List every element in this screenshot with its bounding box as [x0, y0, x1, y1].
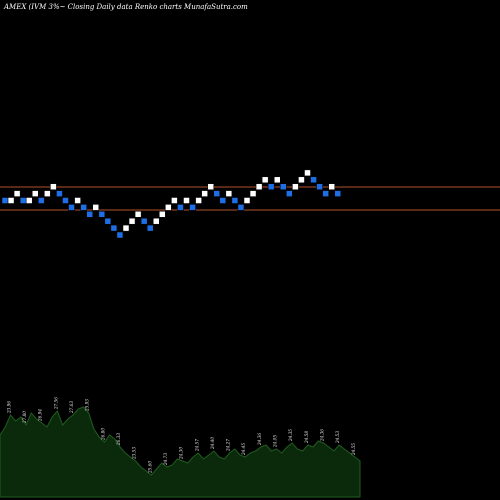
renko-brick-down [213, 190, 220, 197]
renko-brick-down [116, 231, 124, 239]
volume-label: 24.30 [179, 447, 184, 460]
renko-brick-down [56, 190, 63, 197]
renko-brick-down [280, 183, 287, 190]
renko-brick-down [146, 224, 154, 232]
volume-area-path [0, 406, 361, 498]
renko-brick-down [177, 204, 184, 211]
renko-brick-up [134, 211, 142, 218]
renko-brick-down [334, 190, 341, 197]
renko-brick-up [304, 169, 311, 177]
renko-brick-down [1, 197, 9, 204]
renko-brick-down [310, 176, 317, 184]
volume-label: 24.73 [163, 453, 168, 466]
volume-label: 24.35 [288, 429, 293, 442]
renko-brick-up [195, 197, 202, 204]
volume-label: 26.33 [116, 433, 121, 446]
renko-brick-down [104, 217, 112, 225]
volume-label: 24.36 [257, 433, 262, 446]
renko-bricks [1, 169, 341, 239]
renko-brick-down [316, 183, 323, 190]
volume-labels: 23.96 27.80 26.94 27.56 27.63 25.93 26.80 26.33… [6, 397, 355, 474]
volume-label: 26.94 [38, 409, 43, 422]
volume-label: 23.53 [132, 447, 137, 460]
renko-brick-down [68, 204, 75, 211]
renko-brick-up [74, 197, 81, 204]
volume-area [0, 406, 361, 498]
volume-label: 27.80 [22, 411, 27, 424]
renko-brick-up [225, 190, 233, 197]
renko-brick-down [286, 190, 293, 197]
volume-label: 27.63 [69, 401, 74, 414]
renko-brick-down [189, 204, 196, 211]
renko-brick-down [98, 211, 106, 218]
chart-title: AMEX (IVM 3%~ Closing Daily data Renko c… [3, 3, 248, 11]
renko-brick-down [237, 204, 245, 211]
renko-brick-up [207, 183, 214, 190]
renko-brick-down [322, 190, 329, 197]
volume-label: 25.60 [147, 461, 152, 474]
renko-brick-up [122, 224, 130, 232]
volume-label: 24.36 [319, 429, 324, 442]
renko-brick-up [25, 197, 33, 204]
renko-brick-up [274, 176, 281, 184]
renko-brick-up [249, 190, 257, 197]
renko-brick-up [32, 190, 39, 197]
renko-brick-down [19, 197, 27, 204]
renko-brick-down [62, 197, 69, 204]
volume-label: 24.55 [351, 443, 356, 456]
volume-label: 24.57 [194, 439, 199, 452]
renko-brick-up [50, 183, 57, 190]
renko-brick-down [80, 204, 87, 211]
volume-label: 24.27 [226, 439, 231, 452]
renko-brick-up [171, 197, 178, 204]
renko-brick-up [201, 190, 208, 197]
renko-brick-down [110, 224, 118, 232]
renko-brick-down [86, 211, 93, 218]
volume-label: 24.58 [304, 431, 309, 444]
renko-brick-up [7, 197, 15, 204]
renko-brick-up [261, 176, 269, 184]
volume-label: 26.80 [100, 428, 105, 441]
renko-brick-up [328, 183, 335, 190]
renko-brick-up [292, 183, 299, 190]
renko-brick-up [165, 204, 172, 211]
renko-brick-down [219, 197, 227, 204]
renko-brick-up [128, 217, 136, 225]
volume-label: 24.53 [335, 431, 340, 444]
renko-brick-down [140, 217, 148, 225]
renko-brick-up [153, 217, 160, 225]
volume-label: 23.96 [6, 401, 11, 414]
volume-label: 24.45 [241, 443, 246, 456]
renko-brick-up [13, 190, 21, 197]
renko-brick-up [183, 197, 190, 204]
renko-brick-down [231, 197, 239, 204]
renko-brick-up [243, 197, 251, 204]
renko-brick-up [44, 190, 51, 197]
volume-label: 27.56 [53, 397, 58, 410]
renko-brick-down [38, 197, 45, 204]
volume-label: 24.05 [273, 435, 278, 448]
renko-brick-down [267, 183, 275, 190]
renko-brick-up [92, 204, 99, 211]
renko-brick-up [159, 211, 166, 218]
volume-label: 24.40 [210, 437, 215, 450]
volume-label: 25.93 [85, 399, 90, 412]
renko-brick-up [298, 176, 305, 184]
renko-brick-up [255, 183, 263, 190]
